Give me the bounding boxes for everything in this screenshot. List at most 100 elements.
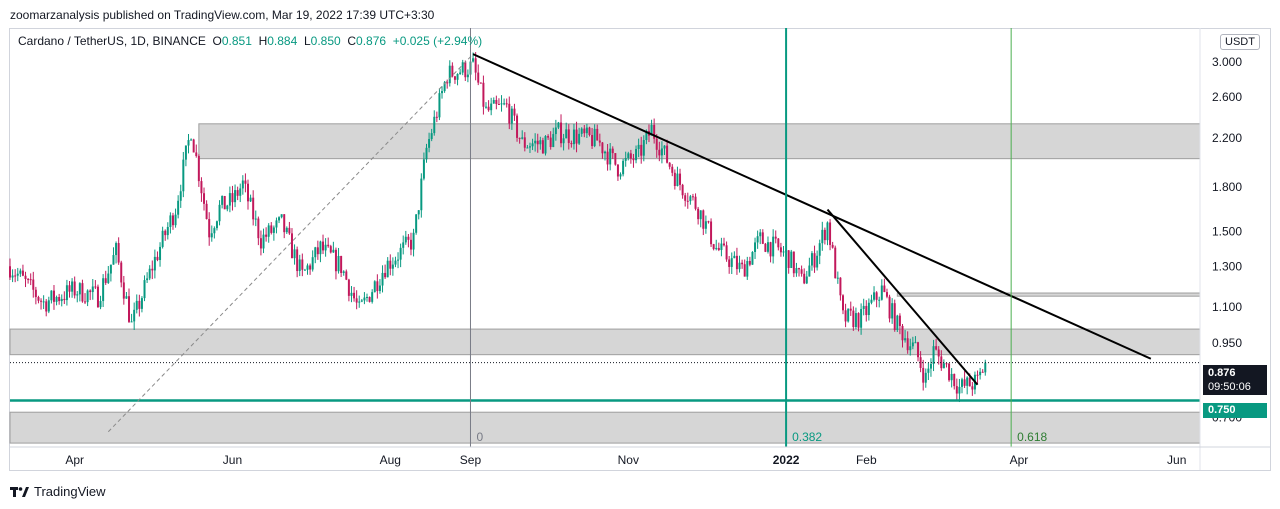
candle-body: [402, 242, 405, 248]
candle-body: [725, 245, 728, 260]
candle-body: [852, 310, 855, 328]
candle-body: [702, 210, 705, 229]
candle-body: [585, 127, 588, 134]
candle: [779, 242, 782, 257]
candle-body: [223, 195, 226, 210]
candle: [402, 235, 405, 255]
candle: [547, 134, 550, 140]
candle-body: [311, 257, 314, 270]
candle: [366, 293, 368, 302]
candle-body: [487, 106, 490, 111]
candle: [441, 86, 444, 99]
candle-body: [169, 215, 172, 227]
candle-body: [655, 138, 658, 150]
footer-brand-text: TradingView: [34, 484, 106, 499]
candle: [694, 193, 697, 211]
candle-body: [660, 148, 663, 156]
candle: [47, 296, 50, 314]
candle: [63, 291, 66, 305]
candle: [725, 241, 728, 262]
candle-body: [883, 285, 886, 293]
candle-body: [433, 116, 436, 134]
candle: [919, 351, 922, 373]
candle-body: [645, 130, 648, 141]
candle: [133, 302, 136, 331]
candle-body: [347, 279, 350, 296]
candle-body: [730, 258, 733, 267]
candle-body: [153, 256, 156, 271]
candle-body: [128, 296, 130, 322]
candle-body: [329, 246, 332, 253]
candle-body: [668, 162, 671, 167]
candle-body: [792, 251, 795, 274]
candle-body: [609, 148, 612, 165]
legend-high: 0.884: [267, 34, 298, 48]
candle: [710, 218, 713, 247]
candle: [738, 255, 741, 273]
candle-body: [720, 243, 723, 251]
candle: [831, 241, 834, 249]
candle-body: [174, 214, 177, 226]
candle: [604, 150, 606, 161]
candle-body: [340, 256, 343, 273]
candle-body: [787, 250, 790, 268]
candle: [562, 133, 565, 151]
candle: [239, 183, 242, 203]
candle: [601, 141, 604, 159]
candle-body: [81, 283, 84, 302]
candle-body: [619, 174, 622, 177]
candle-body: [624, 158, 627, 161]
candle: [394, 256, 397, 268]
time-tick-label: Sep: [460, 453, 482, 467]
candle: [415, 214, 418, 235]
candle: [337, 247, 340, 274]
candle-body: [438, 93, 441, 118]
candle: [389, 254, 392, 276]
candle: [412, 228, 415, 257]
candle-body: [805, 276, 808, 284]
candle: [171, 212, 174, 230]
candle-body: [774, 236, 777, 239]
candle: [723, 237, 725, 247]
legend-change: +0.025 (+2.94%): [392, 34, 483, 48]
candle: [120, 260, 123, 288]
candle-body: [456, 74, 459, 80]
candle-body: [635, 148, 638, 161]
candle-body: [733, 255, 736, 259]
candle-body: [873, 292, 876, 300]
candle: [78, 282, 81, 302]
candle-body: [262, 234, 265, 249]
candle-body: [710, 221, 713, 245]
candle-body: [228, 193, 231, 206]
candle: [301, 253, 304, 277]
candle: [290, 228, 293, 259]
candle-body: [893, 303, 896, 330]
candle-body: [417, 210, 420, 215]
legend-close: 0.876: [356, 34, 387, 48]
candle: [505, 98, 508, 108]
candle: [958, 378, 961, 403]
candle-body: [368, 296, 371, 302]
candle: [461, 59, 464, 76]
candle-body: [697, 208, 700, 220]
candle-body: [316, 247, 319, 255]
candle: [159, 242, 162, 267]
candle: [474, 52, 477, 81]
candle-body: [772, 236, 775, 257]
candle-body: [663, 145, 666, 149]
candle-body: [448, 65, 451, 84]
currency-unit-button[interactable]: USDT: [1220, 34, 1260, 50]
candle-body: [164, 230, 167, 236]
candle-body: [384, 272, 387, 278]
candle-body: [415, 214, 418, 233]
candle-body: [50, 290, 53, 301]
candle: [466, 69, 469, 83]
candle: [873, 286, 876, 302]
candle: [363, 292, 366, 305]
candle: [303, 268, 306, 271]
candle-body: [565, 129, 568, 139]
candle: [376, 274, 379, 299]
candle-body: [497, 103, 500, 105]
candle-body: [769, 242, 772, 257]
